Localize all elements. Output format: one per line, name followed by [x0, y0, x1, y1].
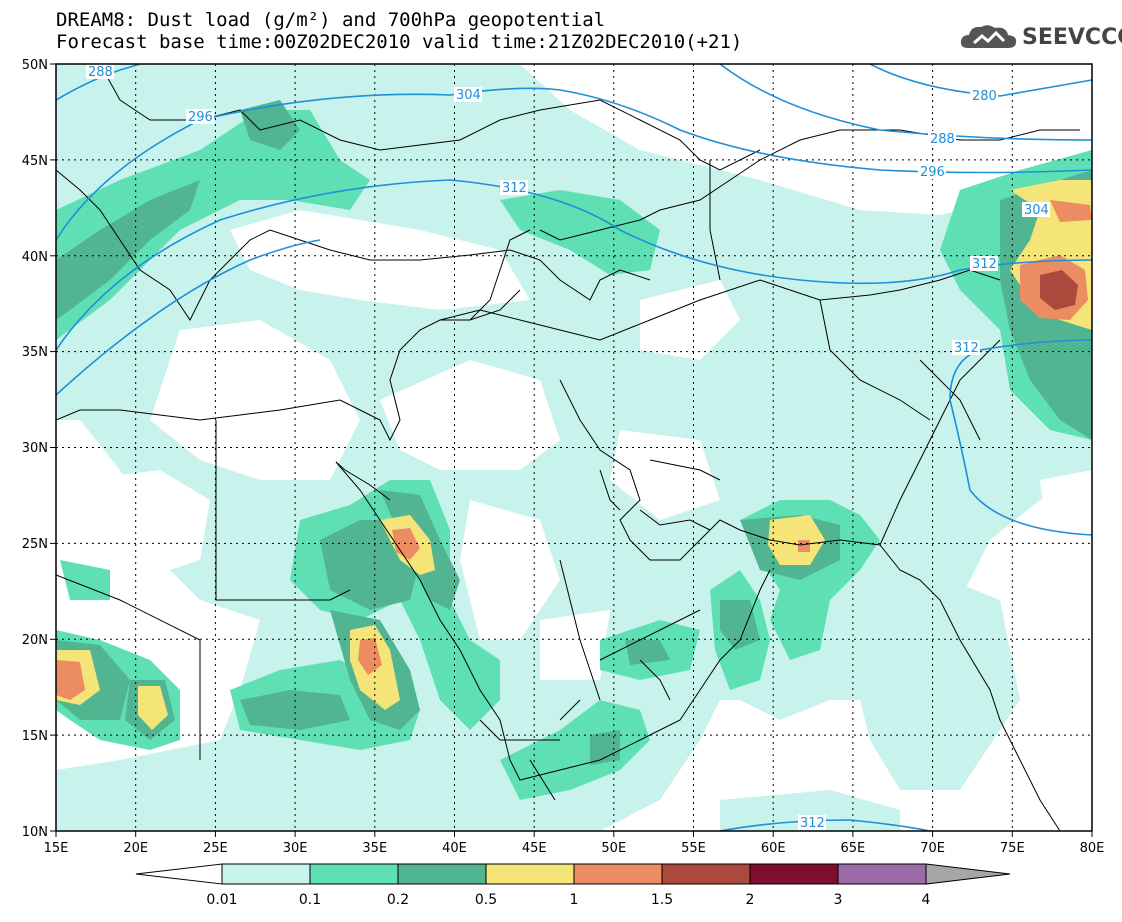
colorbar-swatch — [397, 863, 487, 885]
lon-label: 20E — [123, 841, 148, 856]
lon-label: 15E — [44, 841, 69, 856]
colorbar-labels: 0.01 0.1 0.2 0.5 1 1.5 2 3 4 — [206, 892, 930, 908]
lon-label: 80E — [1080, 841, 1105, 856]
colorbar-label: 0.5 — [475, 892, 497, 908]
axis-ticks — [50, 63, 1093, 837]
contour-label: 312 — [954, 341, 979, 356]
colorbar-label: 1 — [570, 892, 579, 908]
lat-label: 40N — [22, 250, 48, 265]
colorbar — [135, 863, 1011, 885]
lon-label: 70E — [920, 841, 945, 856]
lon-label: 65E — [841, 841, 866, 856]
contour-label: 304 — [1024, 203, 1049, 218]
colorbar-swatch — [573, 863, 663, 885]
contour-label: 288 — [88, 65, 113, 80]
lon-label: 25E — [203, 841, 228, 856]
colorbar-label: 3 — [834, 892, 843, 908]
colorbar-swatch — [837, 863, 927, 885]
contour-label-layer: 288 296 304 312 280 288 296 304 312 312 … — [86, 64, 1050, 831]
contour-label: 312 — [800, 816, 825, 831]
latitude-labels: 50N 45N 40N 35N 30N 25N 20N 15N 10N — [22, 58, 48, 840]
contour-label: 296 — [188, 110, 213, 125]
lon-label: 75E — [1000, 841, 1025, 856]
contour-label: 288 — [930, 132, 955, 147]
lat-label: 30N — [22, 441, 48, 456]
lon-label: 55E — [681, 841, 706, 856]
lat-label: 10N — [22, 825, 48, 840]
lat-label: 35N — [22, 345, 48, 360]
map-area: 288 296 304 312 280 288 296 304 312 312 … — [56, 64, 1092, 831]
colorbar-swatch — [221, 863, 311, 885]
colorbar-over-triangle — [925, 863, 1011, 885]
longitude-labels: 15E 20E 25E 30E 35E 40E 45E 50E 55E 60E … — [44, 841, 1105, 856]
contour-label: 296 — [920, 165, 945, 180]
contour-label: 312 — [972, 257, 997, 272]
colorbar-label: 0.2 — [387, 892, 409, 908]
colorbar-label: 2 — [746, 892, 755, 908]
lon-label: 35E — [362, 841, 387, 856]
contour-label: 280 — [972, 89, 997, 104]
colorbar-swatch — [749, 863, 839, 885]
lon-label: 50E — [601, 841, 626, 856]
seevccc-logo: SEEVCCC — [960, 22, 1122, 52]
colorbar-label: 0.01 — [206, 892, 237, 908]
colorbar-under-triangle — [135, 863, 223, 885]
lon-label: 40E — [442, 841, 467, 856]
cloud-icon — [960, 25, 1017, 48]
forecast-time-line: Forecast base time:00Z02DEC2010 valid ti… — [56, 31, 743, 53]
graticule — [56, 64, 1092, 831]
contour-label: 304 — [456, 88, 481, 103]
colorbar-swatch — [309, 863, 399, 885]
lon-label: 30E — [283, 841, 308, 856]
lat-label: 45N — [22, 154, 48, 169]
contour-label: 312 — [502, 181, 527, 196]
lat-label: 25N — [22, 537, 48, 552]
colorbar-label: 4 — [922, 892, 931, 908]
dust-shade-level6 — [1040, 270, 1078, 310]
lat-label: 50N — [22, 58, 48, 73]
coastlines-borders — [56, 64, 1080, 831]
lon-label: 60E — [761, 841, 786, 856]
colorbar-swatch — [661, 863, 751, 885]
lon-label: 45E — [522, 841, 547, 856]
colorbar-label: 0.1 — [299, 892, 321, 908]
logo-text: SEEVCCC — [1022, 24, 1122, 50]
lat-label: 15N — [22, 729, 48, 744]
colorbar-label: 1.5 — [651, 892, 673, 908]
lat-label: 20N — [22, 633, 48, 648]
map-title: DREAM8: Dust load (g/m²) and 700hPa geop… — [56, 9, 606, 31]
colorbar-swatch — [485, 863, 575, 885]
